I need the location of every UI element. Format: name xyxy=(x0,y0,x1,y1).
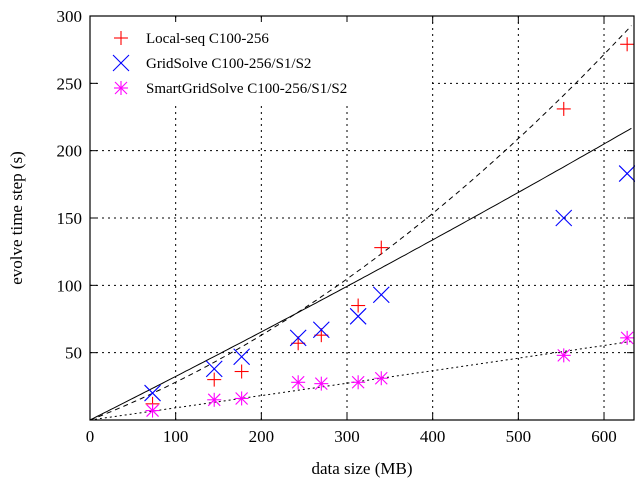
marker-stroke xyxy=(351,375,365,389)
x-tick-label: 200 xyxy=(249,427,275,446)
marker-stroke xyxy=(312,321,330,339)
data-point-s1-3 xyxy=(289,329,307,347)
data-point-s0-1 xyxy=(207,372,222,387)
fit-curve-0 xyxy=(89,25,632,421)
marker-stroke xyxy=(372,286,390,304)
data-point-s0-6 xyxy=(374,240,389,255)
data-point-s1-1 xyxy=(205,360,223,378)
y-axis-label: evolve time step (s) xyxy=(7,151,26,285)
x-tick-label: 100 xyxy=(163,427,189,446)
marker-stroke xyxy=(314,377,328,391)
data-point-s1-8 xyxy=(618,165,635,182)
data-point-s2-4 xyxy=(314,376,329,391)
data-point-s1-5 xyxy=(349,307,367,325)
marker-stroke xyxy=(291,375,305,389)
data-point-s1-0 xyxy=(144,384,161,402)
marker-stroke xyxy=(555,209,573,227)
x-tick-label: 500 xyxy=(506,427,532,446)
marker-stroke xyxy=(207,393,221,407)
legend-label-local-seq: Local-seq C100-256 xyxy=(146,31,269,47)
x-tick-label: 300 xyxy=(334,427,360,446)
x-tick-label: 0 xyxy=(86,427,95,446)
marker-stroke xyxy=(618,165,635,182)
marker-stroke xyxy=(114,81,128,95)
marker-stroke xyxy=(144,384,161,402)
axis-ticks: 0 100 200 300 400 500 600 50 100 150 200 250 300 xyxy=(57,7,634,446)
data-point-s1-2 xyxy=(233,348,251,366)
legend-marker-gridsolve xyxy=(112,54,130,72)
legend-marker-local-seq xyxy=(114,31,128,45)
legend-label-gridsolve: GridSolve C100-256/S1/S2 xyxy=(146,56,311,72)
legend-marker-smartgridsolve xyxy=(114,81,128,95)
marker-stroke xyxy=(620,331,634,345)
data-point-s0-2 xyxy=(234,364,249,379)
marker-stroke xyxy=(205,360,223,378)
data-point-s1-6 xyxy=(372,286,390,304)
data-points xyxy=(144,37,635,418)
legend-marker-glyph xyxy=(114,81,128,95)
data-point-s0-5 xyxy=(351,298,366,313)
marker-stroke xyxy=(557,348,571,362)
legend: Local-seq C100-256 GridSolve C100-256/S1… xyxy=(100,22,430,102)
y-tick-label: 100 xyxy=(57,276,83,295)
y-tick-label: 200 xyxy=(57,142,83,161)
y-tick-label: 150 xyxy=(57,209,83,228)
legend-label-smartgridsolve: SmartGridSolve C100-256/S1/S2 xyxy=(146,81,347,97)
x-tick-label: 600 xyxy=(591,427,617,446)
y-tick-label: 50 xyxy=(65,344,82,363)
data-point-s2-1 xyxy=(207,392,222,407)
marker-stroke xyxy=(349,307,367,325)
data-point-s1-4 xyxy=(312,321,330,339)
marker-stroke xyxy=(112,54,130,72)
y-tick-label: 250 xyxy=(57,74,83,93)
data-point-s2-8 xyxy=(620,330,635,345)
data-point-s0-7 xyxy=(556,101,571,116)
grid-lines xyxy=(90,16,634,420)
fit-curve-2 xyxy=(89,340,632,421)
marker-stroke xyxy=(289,329,307,347)
data-point-s0-8 xyxy=(620,37,635,52)
data-point-s2-5 xyxy=(351,375,366,390)
fit-curves xyxy=(89,25,632,421)
legend-marker-glyph xyxy=(112,54,130,72)
x-axis-label: data size (MB) xyxy=(311,459,412,478)
marker-stroke xyxy=(235,392,249,405)
data-point-s2-2 xyxy=(234,391,249,406)
data-point-s2-3 xyxy=(291,375,306,390)
legend-marker-glyph xyxy=(114,31,128,45)
y-tick-label: 300 xyxy=(57,7,83,26)
x-tick-label: 400 xyxy=(420,427,446,446)
marker-stroke xyxy=(233,348,251,366)
marker-stroke xyxy=(146,404,159,417)
data-point-s2-6 xyxy=(374,371,389,386)
data-point-s2-7 xyxy=(556,348,571,363)
data-point-s2-0 xyxy=(145,403,160,418)
marker-stroke xyxy=(374,371,388,385)
data-point-s1-7 xyxy=(555,209,573,227)
legend-box xyxy=(100,22,430,102)
fit-curve-1 xyxy=(89,127,632,421)
